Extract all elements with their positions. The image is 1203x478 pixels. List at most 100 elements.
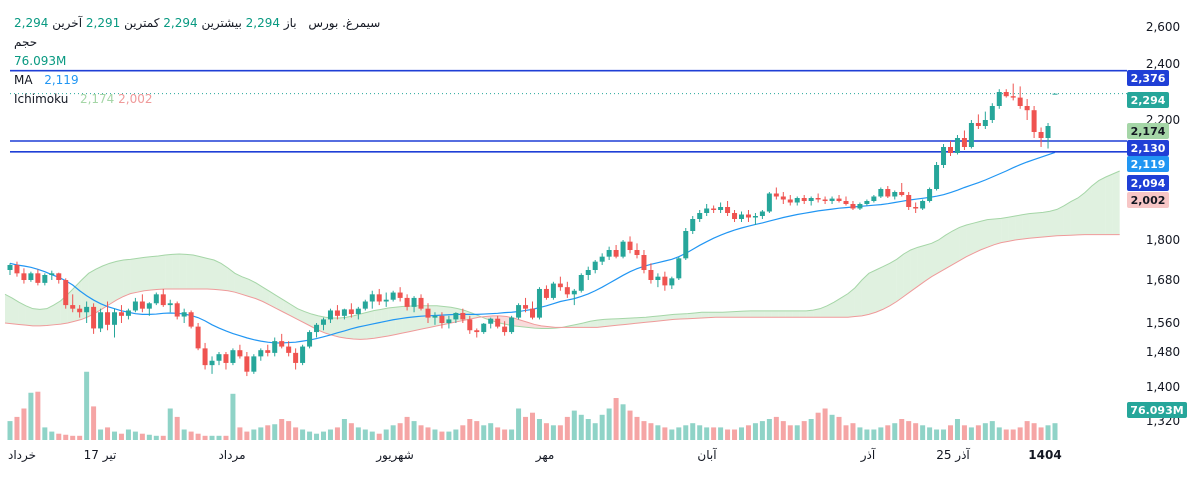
price-badge-text: 2,094 <box>1131 177 1166 190</box>
volume-bar <box>98 429 104 440</box>
candle-body <box>773 193 779 197</box>
legend-close-value: 2,294 <box>14 16 49 30</box>
volume-bar <box>125 429 131 440</box>
ichimoku-cloud-segment <box>708 312 716 318</box>
candle-body <box>711 208 717 210</box>
candle-body <box>453 312 459 320</box>
ichimoku-cloud-segment <box>32 308 40 326</box>
ichimoku-cloud-segment <box>109 261 117 305</box>
candle-body <box>286 346 292 353</box>
candle-body <box>404 297 410 307</box>
volume-bar <box>920 425 926 440</box>
volume-bar <box>118 433 124 440</box>
ichimoku-cloud-segment <box>207 258 214 290</box>
legend-ma-label: MA <box>14 73 33 87</box>
candle-body <box>376 294 382 302</box>
ichimoku-cloud-segment <box>262 287 270 306</box>
candle-body <box>752 216 758 218</box>
price-badge-close <box>1127 92 1169 108</box>
legend-ma-value: 2,119 <box>44 73 79 87</box>
ichimoku-cloud-segment <box>882 263 890 310</box>
volume-bar <box>773 416 779 440</box>
x-axis-label: مرداد <box>218 448 245 463</box>
legend-volume-row[interactable]: حجم 76.093M <box>14 33 380 71</box>
volume-bar <box>634 416 640 440</box>
candle-body <box>432 315 438 318</box>
volume-bar <box>613 398 619 440</box>
ichimoku-cloud-segment <box>1063 201 1071 236</box>
candle-body <box>397 292 403 298</box>
candle-body <box>780 196 786 200</box>
candle-body <box>934 165 940 189</box>
volume-bar <box>941 429 947 440</box>
ichimoku-cloud-segment <box>25 305 33 326</box>
candle-body <box>836 198 842 201</box>
candle-body <box>690 219 696 231</box>
ichimoku-cloud-segment <box>5 294 12 324</box>
volume-bar <box>975 425 981 440</box>
legend-ichimoku-row[interactable]: Ichimoku 2,174 2,002 <box>14 90 380 109</box>
ichimoku-cloud-segment <box>722 311 730 318</box>
candle-body <box>759 211 765 216</box>
candle-body <box>160 294 166 306</box>
candle-body <box>683 231 689 259</box>
ichimoku-cloud-segment <box>666 314 674 321</box>
candle-body <box>167 303 173 306</box>
volume-bar <box>732 429 738 440</box>
ichimoku-cloud-segment <box>861 273 869 316</box>
ichimoku-cloud-segment <box>1015 214 1023 240</box>
candle-body <box>669 278 675 286</box>
candle-body <box>989 106 995 120</box>
volume-bar <box>223 435 229 440</box>
volume-bar <box>300 429 306 440</box>
volume-bar <box>355 427 361 440</box>
volume-bar <box>885 425 891 440</box>
candle-body <box>334 310 340 316</box>
volume-bar <box>913 423 919 440</box>
volume-bar <box>397 423 403 440</box>
ichimoku-cloud-segment <box>638 317 646 323</box>
candle-body <box>1024 106 1030 111</box>
volume-bar <box>871 429 877 440</box>
volume-bar <box>780 421 786 440</box>
price-badge-span_b <box>1127 192 1169 208</box>
volume-bar <box>899 419 905 440</box>
candle-body <box>732 213 738 219</box>
ichimoku-cloud-segment <box>1022 213 1030 240</box>
volume-bar <box>139 433 145 440</box>
candle-body <box>655 276 661 280</box>
legend-high-value: 2,294 <box>163 16 198 30</box>
ichimoku-cloud-segment <box>165 254 173 289</box>
volume-bar <box>836 416 842 440</box>
ichimoku-cloud-segment <box>806 310 814 318</box>
price-badge-text: 76.093M <box>1130 404 1183 417</box>
volume-bar <box>808 419 814 440</box>
volume-bar <box>362 429 368 440</box>
volume-bar <box>892 423 898 440</box>
volume-bar <box>42 427 48 440</box>
volume-bar <box>516 408 522 440</box>
candle-body <box>188 312 194 327</box>
volume-bar <box>502 429 508 440</box>
candle-body <box>258 350 264 357</box>
candle-body <box>641 255 647 270</box>
volume-bar <box>739 427 744 440</box>
volume-bar <box>697 425 703 440</box>
candle-body <box>913 207 919 209</box>
ichimoku-cloud-segment <box>1084 186 1092 235</box>
ichimoku-cloud-segment <box>346 315 354 339</box>
y-tick-label: 1,400 <box>1146 380 1180 394</box>
ichimoku-cloud-segment <box>1029 213 1037 239</box>
ichimoku-cloud-segment <box>325 317 333 336</box>
volume-bar <box>495 427 501 440</box>
candle-body <box>439 315 445 323</box>
ichimoku-cloud-segment <box>339 317 347 339</box>
volume-bar <box>418 425 424 440</box>
ichimoku-cloud-segment <box>701 312 709 318</box>
volume-bar <box>474 421 480 440</box>
candle-body <box>592 261 598 270</box>
legend-ma-row[interactable]: MA 2,119 <box>14 71 380 90</box>
volume-bar <box>202 435 208 440</box>
legend-symbol[interactable]: سیمرغ. بورس <box>308 16 381 30</box>
